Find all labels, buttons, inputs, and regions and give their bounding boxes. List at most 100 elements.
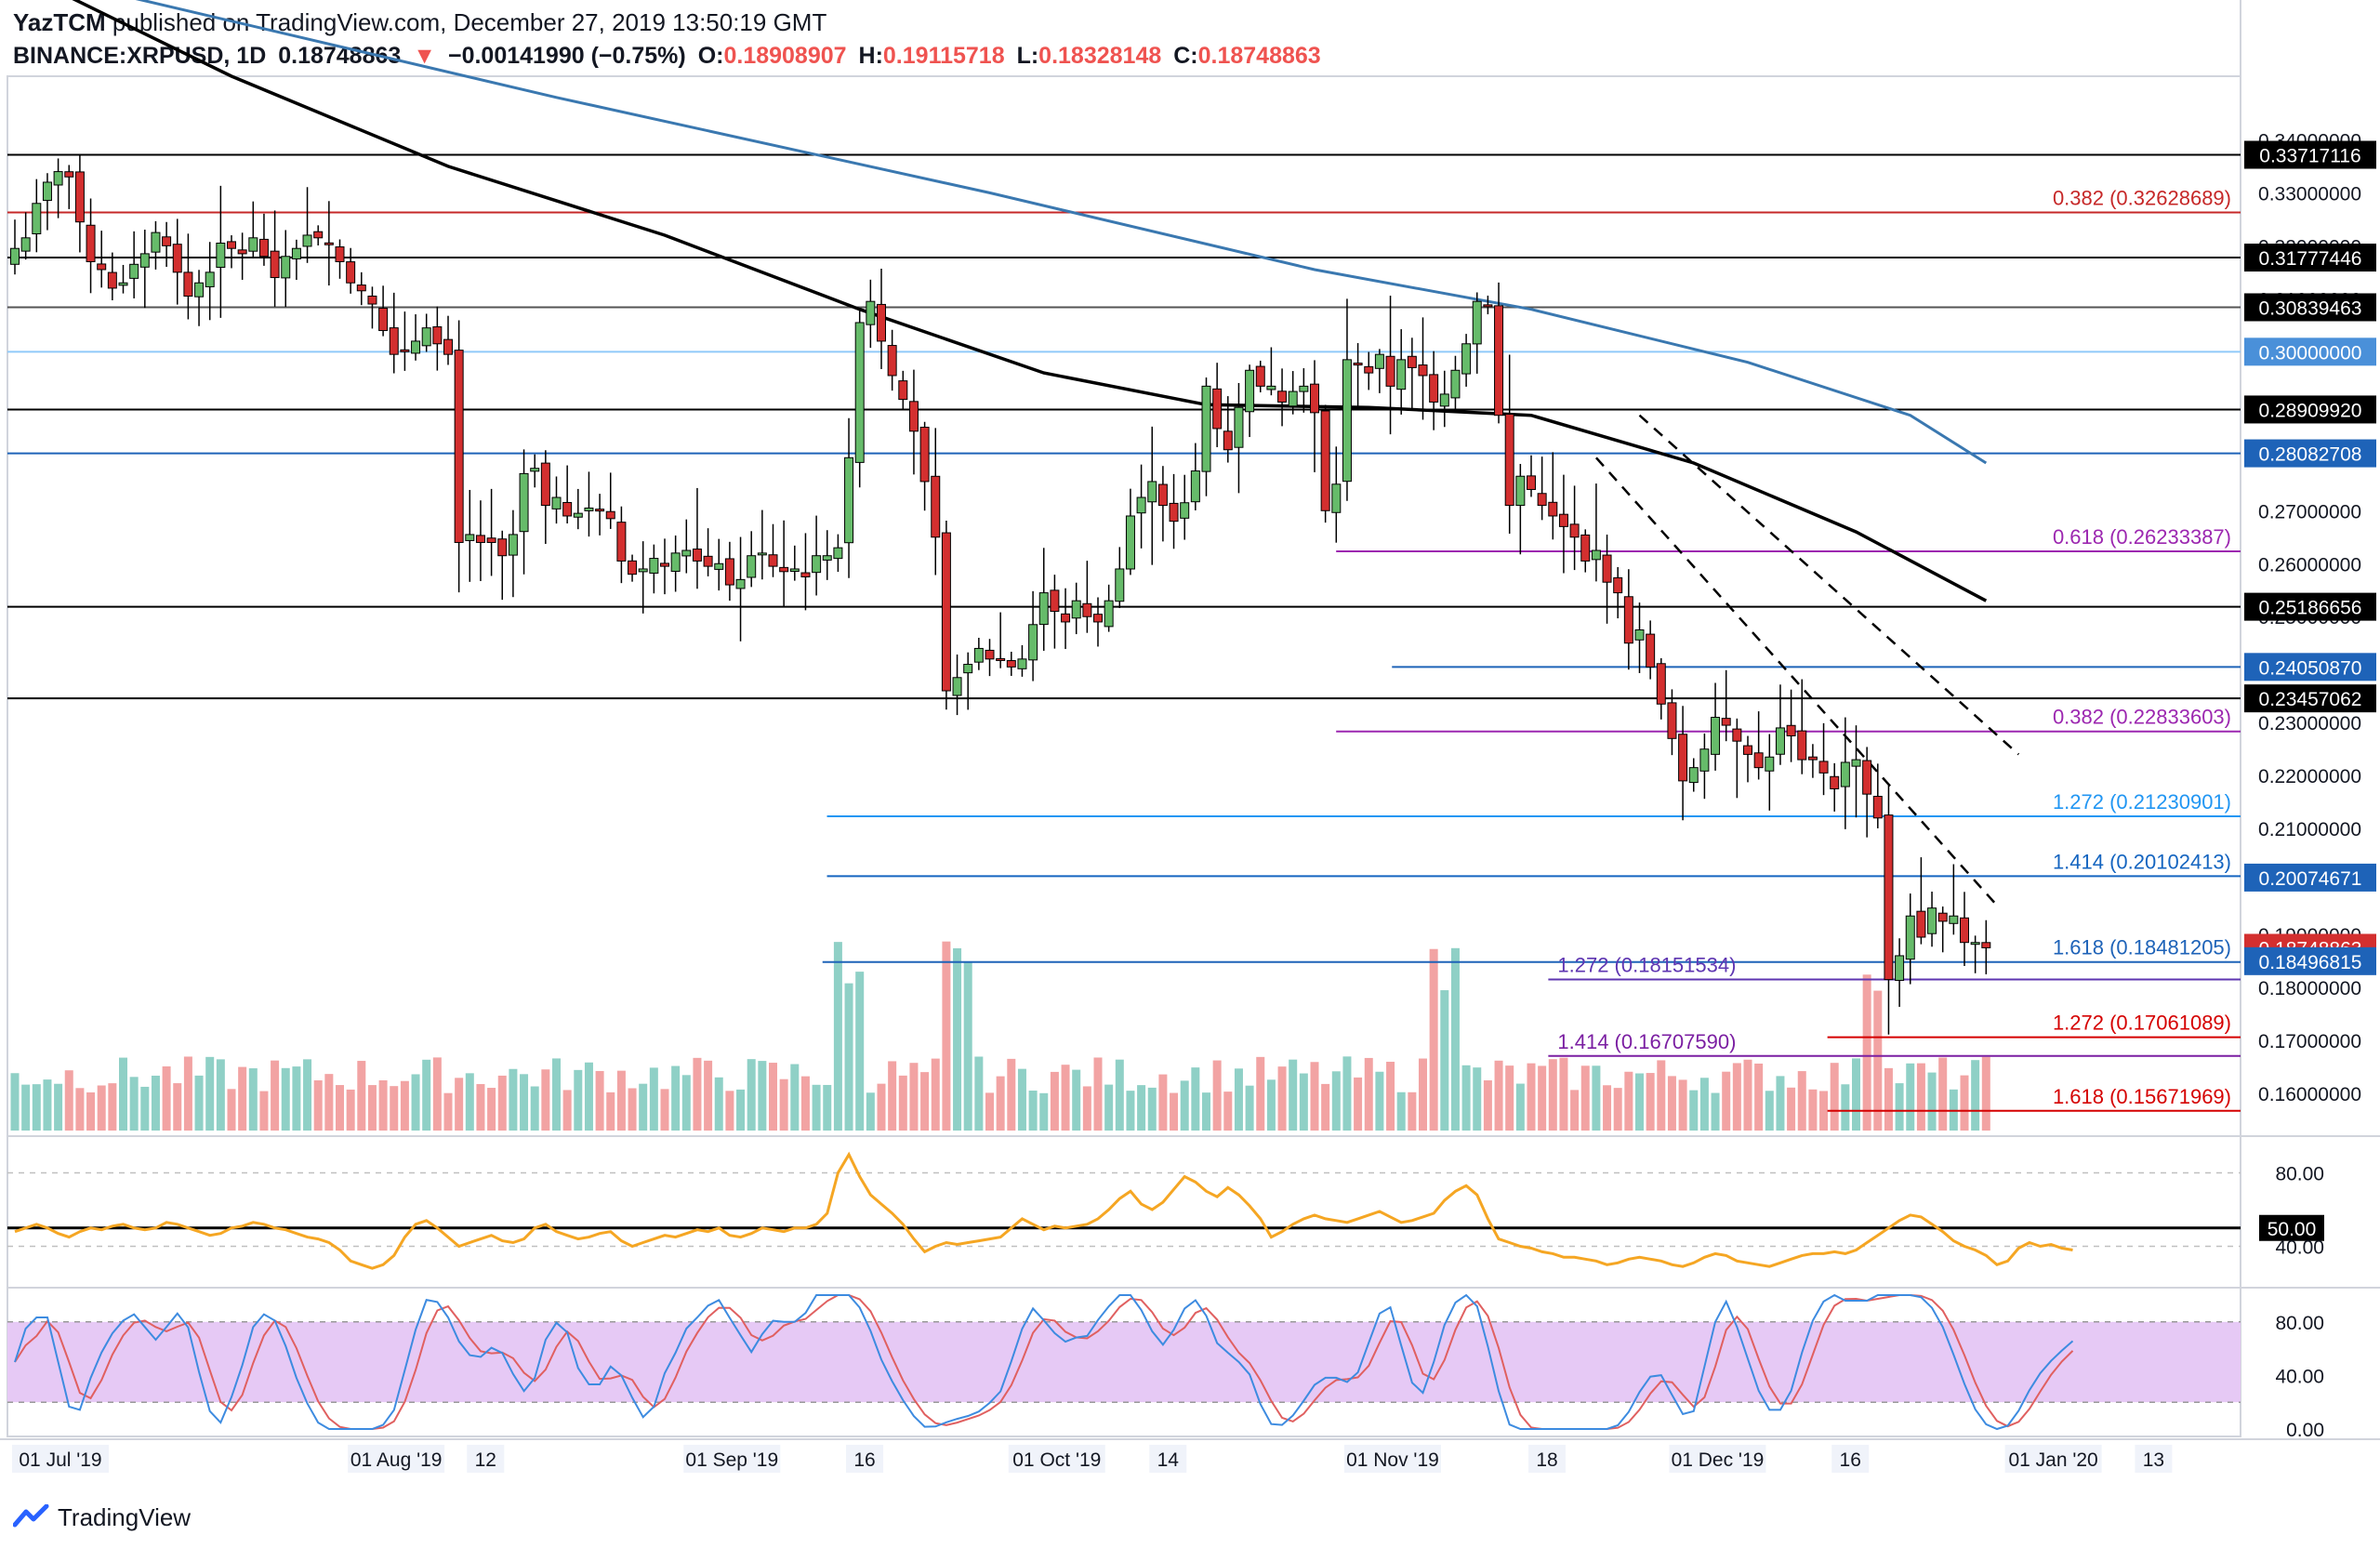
candle-body — [389, 327, 399, 355]
candle-body — [1721, 718, 1731, 726]
volume-bar — [1147, 1087, 1157, 1131]
candle-body — [747, 555, 757, 578]
volume-bar — [509, 1068, 518, 1131]
time-label-box — [2004, 1445, 2102, 1473]
volume-bar — [97, 1085, 106, 1131]
volume-bar — [1830, 1063, 1839, 1131]
time-label-box — [1669, 1445, 1766, 1473]
candle-body — [1494, 305, 1504, 417]
candle-body — [595, 509, 605, 512]
candle-body — [1028, 624, 1038, 661]
volume-bar — [985, 1092, 994, 1131]
price-tick-label: 0.21000000 — [2258, 819, 2361, 840]
volume-bar — [747, 1059, 756, 1131]
candle-body — [1266, 385, 1276, 390]
volume-bar — [606, 1092, 615, 1131]
price-tick-label: 0.33000000 — [2258, 183, 2361, 205]
price-tick-label: 0.17000000 — [2258, 1031, 2361, 1052]
volume-bar — [1592, 1065, 1601, 1131]
candle-body — [1537, 493, 1547, 507]
volume-bar — [898, 1075, 907, 1131]
candle-body — [324, 242, 334, 245]
volume-bar — [1776, 1076, 1785, 1131]
candle-body — [1927, 907, 1937, 934]
volume-bar — [1613, 1088, 1622, 1131]
candle-body — [1602, 554, 1612, 583]
trend-line — [1638, 414, 2020, 756]
candle-body — [1862, 760, 1872, 795]
candle-body — [1439, 393, 1449, 407]
candle-body — [562, 501, 573, 517]
volume-bar — [1819, 1091, 1829, 1131]
candle-body — [887, 345, 897, 377]
candle-body — [789, 568, 800, 572]
candle-body — [724, 558, 734, 586]
volume-bar — [411, 1074, 420, 1131]
volume-bar — [238, 1066, 247, 1131]
candle-body — [335, 246, 345, 262]
horizontal-levels — [7, 153, 2241, 1112]
volume-bar — [487, 1088, 496, 1131]
candle-body — [963, 664, 973, 674]
candle-body — [1038, 592, 1049, 626]
tradingview-logo[interactable]: TradingView — [13, 1499, 191, 1536]
price-label-box — [2244, 439, 2376, 468]
volume-bar — [541, 1069, 550, 1131]
price-label-text: 0.33717116 — [2259, 146, 2360, 167]
volume-bar — [21, 1084, 31, 1131]
candle-body — [1699, 748, 1710, 772]
level-labels: 0.382 (0.32628689) 0.618 (0.26233387) 0.38… — [1557, 187, 2231, 1108]
volume-bar — [1191, 1067, 1200, 1131]
chart-frame — [7, 75, 2241, 1437]
volume-bar — [1450, 947, 1460, 1131]
candle-body — [162, 236, 172, 246]
volume-bar — [1419, 1058, 1427, 1131]
volume-bar — [1527, 1063, 1536, 1131]
tradingview-brand: TradingView — [58, 1502, 192, 1531]
volume-bar — [1158, 1074, 1168, 1131]
volume-bar — [1580, 1065, 1590, 1131]
fib-level-label: 1.618 (0.18481205) — [2053, 936, 2231, 959]
volume-bar — [931, 1058, 940, 1131]
volume-bar — [1689, 1090, 1699, 1131]
close-label: C: — [1173, 43, 1198, 69]
candle-body — [1548, 501, 1558, 517]
candle-body — [205, 271, 215, 287]
volume-bar — [1289, 1059, 1298, 1131]
candle-body — [258, 238, 269, 258]
candle-body — [1201, 385, 1211, 472]
candle-body — [628, 560, 638, 576]
candle-body — [508, 534, 518, 556]
volume-bar — [1072, 1069, 1081, 1131]
volume-bar — [844, 983, 853, 1131]
publisher-name[interactable]: YazTCM — [13, 8, 106, 36]
candle-body — [1905, 915, 1915, 960]
volume-bars — [10, 941, 1990, 1131]
volume-bar — [162, 1065, 171, 1131]
volume-bar — [227, 1089, 236, 1131]
volume-bar — [1916, 1063, 1925, 1131]
candle-body — [1569, 523, 1580, 538]
ohlc-line: BINANCE:XRPUSD, 1D 0.18748863 ▼ −0.00141… — [13, 39, 2244, 73]
volume-bar — [595, 1070, 604, 1131]
volume-bar — [1678, 1079, 1687, 1131]
volume-bar — [996, 1076, 1005, 1131]
symbol-label[interactable]: BINANCE:XRPUSD, 1D — [13, 43, 267, 69]
volume-bar — [1364, 1057, 1373, 1131]
tradingview-logo-icon — [13, 1504, 49, 1528]
candle-body — [1277, 390, 1288, 403]
candle-body — [973, 647, 984, 663]
volume-bar — [400, 1080, 409, 1131]
candle-body — [1061, 613, 1071, 623]
candle-body — [1157, 483, 1168, 507]
rsi-level-label: 50.00 — [2268, 1219, 2317, 1240]
candle-body — [670, 552, 681, 572]
volume-bar — [584, 1062, 593, 1131]
time-tick-label: 12 — [475, 1449, 496, 1471]
candle-body — [1115, 568, 1125, 602]
stoch-tick-label: 40.00 — [2275, 1366, 2324, 1387]
volume-bar — [1505, 1065, 1514, 1131]
time-label-box — [1528, 1445, 1566, 1473]
